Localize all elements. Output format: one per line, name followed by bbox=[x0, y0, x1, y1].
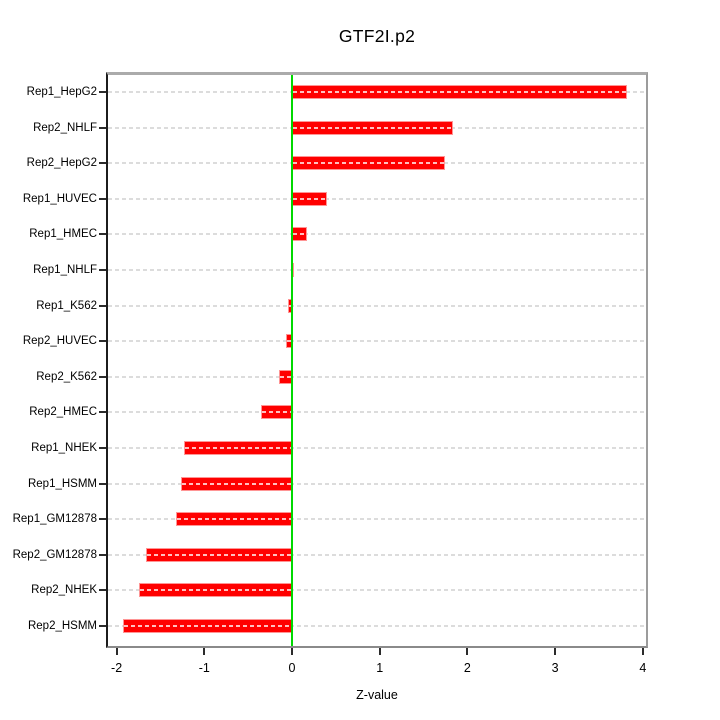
bar-gridline-overlay bbox=[288, 304, 291, 307]
bar-gridline-overlay bbox=[181, 482, 291, 485]
bar bbox=[139, 583, 292, 598]
x-tick bbox=[554, 648, 557, 655]
y-tick bbox=[99, 197, 106, 200]
bar-gridline-overlay bbox=[286, 340, 291, 343]
gridline bbox=[108, 411, 646, 414]
y-tick bbox=[99, 375, 106, 378]
bar-gridline-overlay bbox=[185, 447, 291, 449]
gridline bbox=[108, 447, 646, 449]
bar-gridline-overlay bbox=[140, 589, 291, 592]
gridline bbox=[108, 375, 646, 378]
y-axis-label: Rep1_HepG2 bbox=[26, 86, 97, 98]
bar bbox=[292, 120, 454, 135]
gridline bbox=[108, 233, 646, 236]
x-tick-label: -1 bbox=[198, 661, 210, 675]
x-tick bbox=[115, 648, 118, 655]
y-tick bbox=[99, 233, 106, 236]
x-tick-label: 0 bbox=[288, 661, 296, 675]
bar bbox=[176, 512, 292, 527]
gridline bbox=[108, 482, 646, 485]
y-axis-label: Rep2_HUVEC bbox=[22, 335, 97, 348]
bar bbox=[292, 85, 627, 99]
gridline bbox=[108, 518, 646, 521]
y-axis-label: Rep2_NHLF bbox=[33, 121, 97, 134]
y-axis-label: Rep2_GM12878 bbox=[12, 548, 97, 561]
bar bbox=[145, 547, 292, 562]
y-tick bbox=[99, 411, 106, 414]
x-tick-label: 1 bbox=[376, 661, 384, 675]
x-axis-title: Z-value bbox=[356, 688, 398, 702]
y-axis-label: Rep1_HMEC bbox=[29, 228, 97, 241]
bar bbox=[184, 441, 292, 455]
gridline bbox=[108, 197, 646, 200]
bar bbox=[261, 405, 292, 420]
x-tick bbox=[641, 648, 644, 655]
y-axis-label: Rep1_NHEK bbox=[31, 442, 97, 454]
gridline bbox=[108, 625, 646, 627]
y-axis-label: Rep1_GM12878 bbox=[12, 513, 97, 526]
y-tick bbox=[99, 589, 106, 592]
gridline bbox=[108, 269, 646, 271]
gridline bbox=[108, 589, 646, 592]
y-tick bbox=[99, 447, 106, 449]
bar bbox=[292, 156, 445, 171]
bar-gridline-overlay bbox=[293, 233, 306, 236]
bar-gridline-overlay bbox=[293, 162, 444, 165]
y-axis-label: Rep1_K562 bbox=[36, 299, 97, 312]
x-tick bbox=[466, 648, 469, 655]
y-tick bbox=[99, 269, 106, 271]
y-tick bbox=[99, 340, 106, 343]
bar bbox=[180, 476, 292, 491]
y-tick bbox=[99, 625, 106, 627]
bar bbox=[292, 227, 307, 242]
x-tick bbox=[378, 648, 381, 655]
x-tick-label: -2 bbox=[111, 661, 123, 675]
bar-gridline-overlay bbox=[293, 197, 327, 200]
y-tick bbox=[99, 162, 106, 165]
bar-gridline-overlay bbox=[146, 553, 291, 556]
bar bbox=[278, 369, 292, 384]
gridline bbox=[108, 340, 646, 343]
gridline bbox=[108, 553, 646, 556]
bar bbox=[122, 619, 292, 633]
y-axis-label: Rep2_HSMM bbox=[27, 620, 97, 632]
zero-line bbox=[291, 75, 293, 646]
gridline bbox=[108, 304, 646, 307]
x-tick-label: 3 bbox=[551, 661, 559, 675]
y-tick bbox=[99, 553, 106, 556]
y-tick bbox=[99, 91, 106, 93]
x-tick bbox=[291, 648, 293, 655]
bar bbox=[292, 191, 328, 206]
y-tick bbox=[99, 126, 106, 129]
y-axis-label: Rep2_NHEK bbox=[31, 584, 97, 597]
bar-gridline-overlay bbox=[262, 411, 291, 414]
x-tick-label: 2 bbox=[463, 661, 471, 675]
y-axis-label: Rep1_NHLF bbox=[33, 264, 97, 276]
y-tick bbox=[99, 304, 106, 307]
y-tick bbox=[99, 482, 106, 485]
y-tick bbox=[99, 518, 106, 521]
bar-gridline-overlay bbox=[293, 126, 453, 129]
y-axis-label: Rep2_K562 bbox=[36, 370, 97, 383]
bar-gridline-overlay bbox=[293, 91, 626, 93]
y-axis-label: Rep2_HepG2 bbox=[26, 157, 97, 170]
y-axis-label: Rep1_HUVEC bbox=[22, 192, 97, 205]
x-tick-label: 4 bbox=[639, 661, 647, 675]
bar-gridline-overlay bbox=[177, 518, 291, 521]
y-axis-label: Rep1_HSMM bbox=[27, 477, 97, 490]
chart-title: GTF2I.p2 bbox=[338, 26, 416, 46]
x-tick bbox=[203, 648, 206, 655]
bar-gridline-overlay bbox=[279, 375, 291, 378]
bar-gridline-overlay bbox=[123, 625, 291, 627]
y-axis-label: Rep2_HMEC bbox=[29, 406, 97, 419]
